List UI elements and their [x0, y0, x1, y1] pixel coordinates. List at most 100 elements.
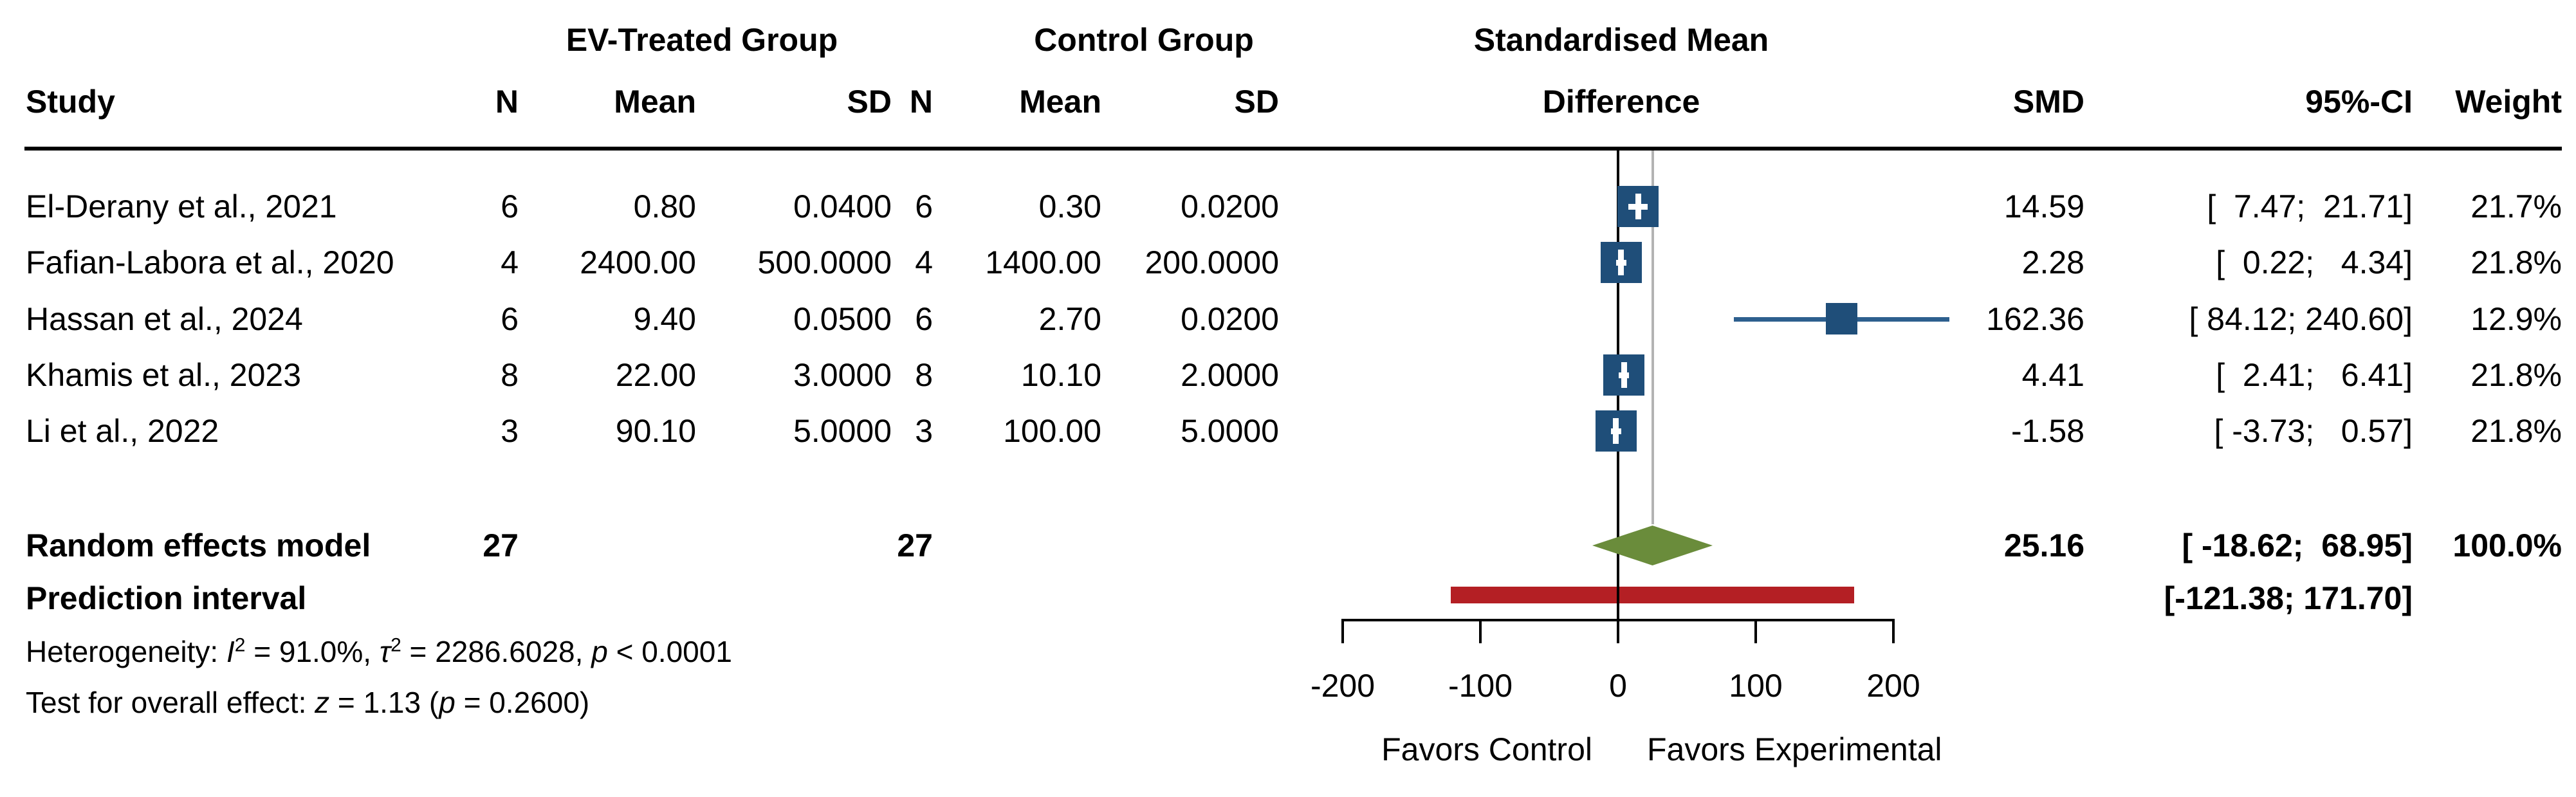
smd-value: -1.58 — [2011, 413, 2084, 449]
axis-tick — [1892, 619, 1895, 643]
ev-mean: 9.40 — [633, 301, 696, 337]
ctrl-n: 8 — [915, 357, 933, 393]
overall-effect-line: Test for overall effect: z = 1.13 (p = 0… — [26, 681, 589, 724]
prediction-interval-bar — [1451, 587, 1854, 603]
axis-tick — [1479, 619, 1482, 643]
test-z: z — [315, 686, 330, 719]
ctrl-mean: 100.00 — [1003, 413, 1101, 449]
header-control-group: Control Group — [1034, 22, 1254, 58]
smd-value: 14.59 — [2003, 188, 2084, 224]
ctrl-mean: 1400.00 — [985, 244, 1101, 280]
het-pre: Heterogeneity: — [26, 635, 226, 668]
ci-value: [ 2.41; 6.41] — [2216, 357, 2413, 393]
het-tau: τ — [379, 635, 391, 668]
study-name: Hassan et al., 2024 — [26, 301, 303, 337]
col-header-ctrl-n: N — [909, 84, 933, 120]
ctrl-mean: 2.70 — [1038, 301, 1101, 337]
het-sup1: 2 — [234, 634, 246, 656]
axis-tick-label: 200 — [1866, 668, 1920, 704]
axis-tick-label: 0 — [1609, 668, 1627, 704]
ctrl-sd: 2.0000 — [1181, 357, 1279, 393]
summary-label: Random effects model — [26, 527, 371, 563]
ev-n: 4 — [501, 244, 519, 280]
axis-tick — [1617, 619, 1619, 643]
col-header-weight: Weight — [2455, 84, 2562, 120]
col-header-study: Study — [26, 84, 115, 120]
ci-value: [ 0.22; 4.34] — [2216, 244, 2413, 280]
ctrl-n: 6 — [915, 301, 933, 337]
ci-value: [ -3.73; 0.57] — [2214, 413, 2413, 449]
col-header-smd: SMD — [2012, 84, 2084, 120]
het-mid1: = 91.0%, — [245, 635, 380, 668]
ev-sd: 0.0400 — [793, 188, 892, 224]
ctrl-mean: 0.30 — [1038, 188, 1101, 224]
ctrl-sd: 0.0200 — [1181, 301, 1279, 337]
ev-mean: 2400.00 — [580, 244, 696, 280]
ev-sd: 5.0000 — [793, 413, 892, 449]
ev-mean: 0.80 — [633, 188, 696, 224]
col-header-ctrl-mean: Mean — [1019, 84, 1101, 120]
weight-value: 21.7% — [2470, 188, 2562, 224]
ev-sd: 0.0500 — [793, 301, 892, 337]
ctrl-sd: 5.0000 — [1181, 413, 1279, 449]
ctrl-n: 3 — [915, 413, 933, 449]
het-sup2: 2 — [391, 634, 401, 656]
het-mid2: = 2286.6028, — [401, 635, 592, 668]
ev-n: 3 — [501, 413, 519, 449]
summary-weight-value: 100.0% — [2452, 527, 2562, 563]
summary-smd-value: 25.16 — [2003, 527, 2084, 563]
header-effect-line1: Standardised Mean — [1473, 22, 1769, 58]
col-header-ev-n: N — [495, 84, 519, 120]
test-post: = 0.2600) — [455, 686, 590, 719]
zero-reference-line — [1617, 151, 1619, 643]
study-point-tick — [1618, 250, 1624, 275]
ci-value: [ 7.47; 21.71] — [2207, 188, 2413, 224]
study-name: El-Derany et al., 2021 — [26, 188, 337, 224]
ev-mean: 90.10 — [615, 413, 696, 449]
favors-control-label: Favors Control — [1381, 731, 1592, 767]
heterogeneity-line: Heterogeneity: I2 = 91.0%, τ2 = 2286.602… — [26, 630, 732, 673]
summary-ci-value: [ -18.62; 68.95] — [2182, 527, 2413, 563]
prediction-ci-value: [-121.38; 171.70] — [2164, 580, 2413, 616]
het-post: < 0.0001 — [607, 635, 732, 668]
het-p: p — [591, 635, 608, 668]
ev-mean: 22.00 — [615, 357, 696, 393]
col-header-ci: 95%-CI — [2305, 84, 2413, 120]
test-pre: Test for overall effect: — [26, 686, 315, 719]
col-header-ctrl-sd: SD — [1234, 84, 1279, 120]
axis-tick-label: -200 — [1310, 668, 1375, 704]
study-point-tick — [1635, 194, 1641, 219]
header-rule — [24, 147, 2562, 151]
test-p: p — [439, 686, 455, 719]
ev-sd: 3.0000 — [793, 357, 892, 393]
weight-value: 21.8% — [2470, 244, 2562, 280]
smd-value: 162.36 — [1986, 301, 2084, 337]
weight-value: 12.9% — [2470, 301, 2562, 337]
ev-n: 8 — [501, 357, 519, 393]
favors-experimental-label: Favors Experimental — [1647, 731, 1942, 767]
col-header-ev-sd: SD — [847, 84, 892, 120]
summary-ctrl-n: 27 — [897, 527, 933, 563]
ev-sd: 500.0000 — [757, 244, 892, 280]
ctrl-n: 6 — [915, 188, 933, 224]
prediction-label: Prediction interval — [26, 580, 307, 616]
axis-tick — [1754, 619, 1757, 643]
test-mid1: = 1.13 ( — [329, 686, 439, 719]
ci-value: [ 84.12; 240.60] — [2189, 301, 2413, 337]
axis-tick-label: -100 — [1448, 668, 1513, 704]
study-name: Khamis et al., 2023 — [26, 357, 302, 393]
ctrl-sd: 0.0200 — [1181, 188, 1279, 224]
axis-tick — [1341, 619, 1344, 643]
col-header-ev-mean: Mean — [614, 84, 696, 120]
study-square — [1826, 303, 1857, 334]
summary-ev-n: 27 — [483, 527, 519, 563]
weight-value: 21.8% — [2470, 413, 2562, 449]
ctrl-mean: 10.10 — [1020, 357, 1101, 393]
study-name: Fafian-Labora et al., 2020 — [26, 244, 394, 280]
ctrl-n: 4 — [915, 244, 933, 280]
pooled-effect-line — [1651, 151, 1654, 524]
axis-tick-label: 100 — [1729, 668, 1783, 704]
header-ev-group: EV-Treated Group — [566, 22, 838, 58]
smd-value: 2.28 — [2021, 244, 2084, 280]
